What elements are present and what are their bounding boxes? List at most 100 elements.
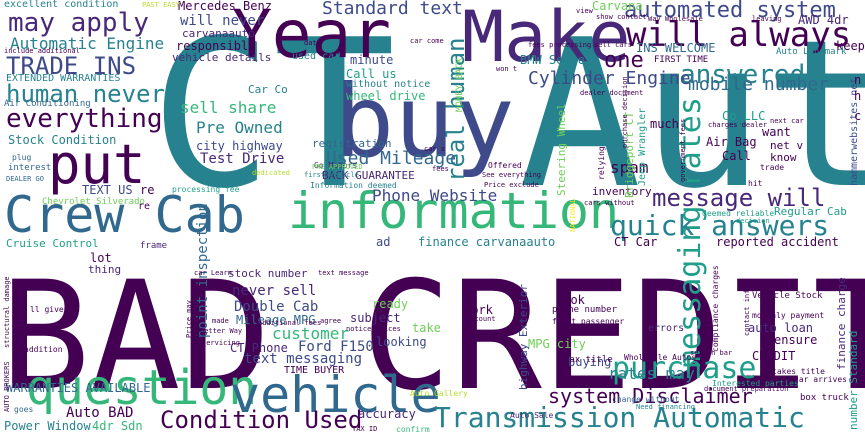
word-take: take bbox=[412, 321, 441, 335]
word-account: account bbox=[466, 315, 496, 323]
word-system-disclaimer: system Disclaimer bbox=[548, 384, 753, 408]
word-addition: addition bbox=[24, 345, 63, 354]
word-extended-warranties: EXTENDED WARRANTIES bbox=[6, 73, 121, 84]
word-made: made bbox=[212, 317, 229, 325]
word-stock-number: stock number bbox=[228, 267, 308, 280]
word-national: NATIONAL bbox=[569, 198, 577, 232]
word-finance-carvanaauto: finance carvanaauto bbox=[418, 235, 556, 249]
word-price-may: Price may bbox=[185, 300, 193, 338]
word-plug: plug bbox=[12, 153, 32, 162]
word-deemed-reliable: deemed reliable bbox=[702, 209, 775, 218]
word-information-deemed: Information deemed bbox=[310, 181, 397, 190]
word-ad: ad bbox=[376, 235, 391, 249]
word-condition-used: Condition Used bbox=[160, 406, 363, 434]
word-vehicle: vehicle bbox=[230, 366, 441, 424]
word-power-window: Power Window bbox=[4, 419, 91, 433]
word-trade-ins: TRADE INS bbox=[6, 52, 137, 80]
word-customer: customer bbox=[272, 324, 350, 343]
word-cars-without: cars without bbox=[584, 199, 635, 207]
word-frame: frame bbox=[140, 241, 168, 251]
word-text-messaging: text messaging bbox=[244, 351, 363, 367]
word-ensure: ensure bbox=[774, 333, 818, 347]
word-vehicle-details: vehicle details bbox=[172, 51, 272, 64]
word-one: one bbox=[604, 48, 644, 73]
word-city-highway: city highway bbox=[196, 139, 283, 153]
word-credit: CREDIT bbox=[752, 349, 796, 363]
word-ford-f150: Ford F150 bbox=[298, 339, 374, 355]
word-time-buyer: TIME BUYER bbox=[284, 365, 345, 376]
word-sell-cars: sell cars bbox=[594, 41, 632, 49]
word-chevrolet-silverado: Chevrolet Silverado bbox=[42, 197, 145, 207]
word-processing-fee: processing fee bbox=[172, 185, 240, 194]
word-awd-4dr: AWD 4dr bbox=[798, 13, 849, 27]
word-auto-loan: auto loan bbox=[748, 321, 814, 335]
word-relying: relying bbox=[597, 146, 606, 180]
word-mileage-mpg: Mileage MPG bbox=[236, 313, 316, 327]
word-goes: goes bbox=[14, 405, 34, 414]
word-dealer-go: DEALER GO bbox=[6, 175, 44, 183]
word-crew-cab: Crew Cab bbox=[4, 186, 245, 244]
word-warranties-available: WARRANTIES AVAILABLE bbox=[6, 381, 151, 395]
word-change-without: change without bbox=[612, 395, 680, 404]
word-inventory: inventory bbox=[592, 185, 652, 198]
word-next-car: next car bbox=[770, 117, 804, 125]
word-auto-bad: Auto BAD bbox=[66, 405, 134, 421]
word-message-will: message will bbox=[652, 184, 826, 212]
word-cylinder-engine: Cylinder Engine bbox=[528, 68, 691, 89]
word-call-us: Call us bbox=[346, 67, 397, 81]
word-tax-id: TAX ID bbox=[352, 425, 378, 433]
word-never-sell: never sell bbox=[232, 283, 317, 299]
word-steering-wheel: Steering Wheel bbox=[555, 103, 568, 196]
word-auto-landmark: Auto Landmark bbox=[776, 47, 847, 57]
word-text-us: TEXT US bbox=[82, 183, 133, 197]
word-want: want bbox=[762, 125, 791, 139]
word-excellent-condition: excellent condition bbox=[4, 0, 119, 10]
word-c: c bbox=[854, 109, 862, 123]
word-need-financing: Need financing bbox=[636, 403, 696, 411]
word-box-truck: box truck bbox=[800, 393, 849, 403]
word-money-back: MONEY BACK bbox=[455, 57, 465, 112]
word-thing: thing bbox=[88, 263, 122, 276]
word-jeep-wrangler: Jeep Wrangler bbox=[637, 107, 648, 186]
word-everything: everything bbox=[6, 104, 163, 134]
word-look: look bbox=[556, 293, 585, 307]
word-hit: hit bbox=[748, 179, 763, 188]
word-trade: trade bbox=[760, 163, 785, 172]
word-fees: fees bbox=[432, 165, 449, 173]
word-re: re bbox=[140, 183, 155, 197]
word-used-car: used car bbox=[292, 51, 341, 62]
word-accuracy: accuracy bbox=[358, 407, 416, 421]
word-government-fees: government fees bbox=[679, 118, 687, 182]
word-carvana: Carvana bbox=[592, 0, 643, 13]
word-pre-owned: Pre Owned bbox=[196, 118, 283, 137]
word-see-everything: See everything bbox=[482, 171, 542, 179]
word-auto-brokers: AUTO BROKERS bbox=[3, 361, 11, 412]
word-air-bag: Air Bag bbox=[706, 135, 757, 149]
word-stock-condition: Stock Condition bbox=[8, 133, 117, 147]
word-re-2: re bbox=[138, 201, 151, 212]
word-sell-share: sell share bbox=[180, 98, 277, 117]
word-responsible: responsible bbox=[176, 39, 256, 53]
word-looking: looking bbox=[376, 335, 427, 349]
word-cruise-control: Cruise Control bbox=[6, 237, 99, 250]
word-double-cab: Double Cab bbox=[234, 299, 319, 315]
word-purchase-decision: purchase decision bbox=[621, 76, 629, 148]
word-year: Year bbox=[232, 0, 391, 73]
word-back-guarantee: BACK GUARANTEE bbox=[322, 169, 415, 182]
word-charges-dealer: charges dealer bbox=[708, 121, 768, 129]
word-car-co: Car Co bbox=[248, 83, 288, 96]
word-air-conditioning: Air Conditioning bbox=[4, 99, 91, 109]
word-registration: registration bbox=[312, 137, 392, 150]
word-h: h bbox=[854, 89, 862, 103]
word-without-notice: without notice bbox=[346, 79, 431, 90]
word-dedicated: dedicated bbox=[252, 169, 290, 177]
word-quick-answers: quick answers bbox=[610, 209, 830, 242]
word-first-vehicle: first Vehicle bbox=[304, 171, 359, 179]
word-phone-number: phone number bbox=[552, 305, 618, 315]
word-agree: agree bbox=[320, 317, 342, 325]
word-contact-info: contact info bbox=[743, 285, 751, 336]
word-notice-prices: notice Prices bbox=[346, 325, 401, 333]
word-way-wholesale: Way Wholesale bbox=[648, 15, 703, 23]
word-buying: buying bbox=[568, 355, 612, 369]
word-call: Call bbox=[722, 149, 751, 163]
